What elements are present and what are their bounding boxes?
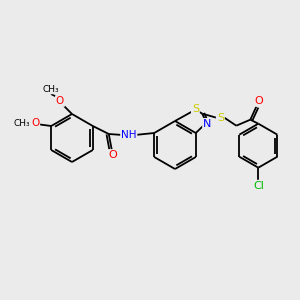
Text: O: O [254,96,263,106]
Text: N: N [203,119,212,129]
Text: Cl: Cl [253,181,264,191]
Text: O: O [31,118,39,128]
Text: O: O [108,150,117,160]
Text: CH₃: CH₃ [43,85,59,94]
Text: O: O [56,96,64,106]
Text: CH₃: CH₃ [14,119,31,128]
Text: S: S [192,104,199,114]
Text: NH: NH [121,130,136,140]
Text: S: S [217,113,224,123]
